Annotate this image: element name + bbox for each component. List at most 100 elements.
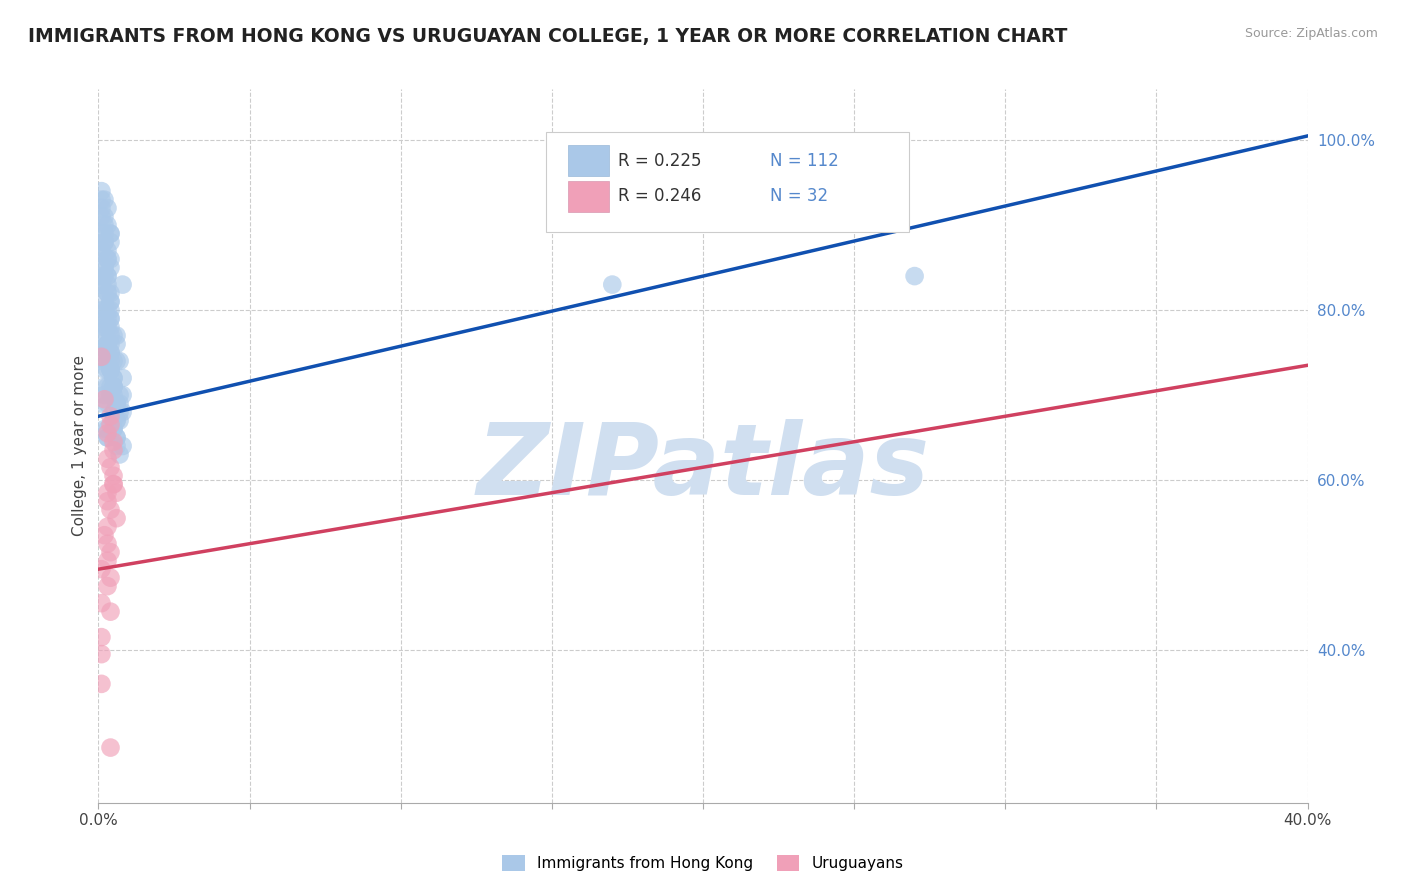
Point [93,388,115,402]
Legend: Immigrants from Hong Kong, Uruguayans: Immigrants from Hong Kong, Uruguayans [496,849,910,877]
Text: IMMIGRANTS FROM HONG KONG VS URUGUAYAN COLLEGE, 1 YEAR OR MORE CORRELATION CHART: IMMIGRANTS FROM HONG KONG VS URUGUAYAN C… [28,27,1067,45]
Point [111,439,134,453]
Point [90,277,112,292]
Point [96,269,118,284]
Point [100,227,122,241]
Point [103,413,125,427]
Text: Source: ZipAtlas.com: Source: ZipAtlas.com [1244,27,1378,40]
Point [93,528,115,542]
Point [100,379,122,393]
Point [93,379,115,393]
Point [90,596,112,610]
Y-axis label: College, 1 year or more: College, 1 year or more [72,356,87,536]
Point [813,201,835,215]
Point [93,392,115,407]
Point [96,379,118,393]
Point [90,337,112,351]
Point [96,485,118,500]
Point [105,511,128,525]
Point [105,413,128,427]
Point [100,571,122,585]
Point [103,405,125,419]
Point [90,354,112,368]
Point [100,303,122,318]
Point [96,579,118,593]
Point [103,328,125,343]
Point [103,422,125,436]
Point [90,201,112,215]
Point [96,422,118,436]
Point [103,354,125,368]
Point [100,460,122,475]
Point [105,396,128,410]
Point [96,311,118,326]
Point [103,468,125,483]
Text: ZIPatlas: ZIPatlas [477,419,929,516]
Point [96,303,118,318]
Point [904,269,927,284]
Point [108,388,131,402]
Point [103,443,125,458]
Point [96,430,118,444]
Point [103,379,125,393]
Point [96,320,118,334]
Point [96,337,118,351]
Point [103,379,125,393]
Point [90,303,112,318]
Point [100,345,122,359]
Point [93,193,115,207]
Point [105,354,128,368]
Point [103,371,125,385]
Point [105,430,128,444]
Point [96,252,118,266]
Point [90,345,112,359]
Point [96,286,118,301]
Point [100,252,122,266]
Point [93,320,115,334]
Point [96,201,118,215]
Point [93,303,115,318]
Point [93,260,115,275]
Point [96,451,118,466]
FancyBboxPatch shape [568,180,609,212]
Point [93,260,115,275]
Text: R = 0.246: R = 0.246 [619,187,702,205]
Point [100,545,122,559]
Point [96,218,118,232]
Point [93,227,115,241]
Point [93,362,115,376]
Point [90,677,112,691]
Point [103,477,125,491]
Point [103,388,125,402]
FancyBboxPatch shape [568,145,609,177]
Point [96,494,118,508]
Point [111,388,134,402]
Point [93,422,115,436]
Point [96,244,118,258]
Point [100,388,122,402]
Point [90,193,112,207]
Point [111,371,134,385]
Point [93,235,115,249]
Point [93,218,115,232]
Point [100,328,122,343]
Point [93,269,115,284]
Point [96,354,118,368]
Point [96,286,118,301]
Point [100,605,122,619]
Point [100,740,122,755]
Point [100,345,122,359]
Point [90,227,112,241]
Point [105,439,128,453]
Point [93,210,115,224]
Point [96,277,118,292]
Point [103,422,125,436]
Point [111,405,134,419]
Point [100,294,122,309]
Text: N = 32: N = 32 [769,187,828,205]
Point [90,396,112,410]
Point [90,269,112,284]
Point [90,184,112,198]
Point [96,426,118,441]
Point [90,630,112,644]
